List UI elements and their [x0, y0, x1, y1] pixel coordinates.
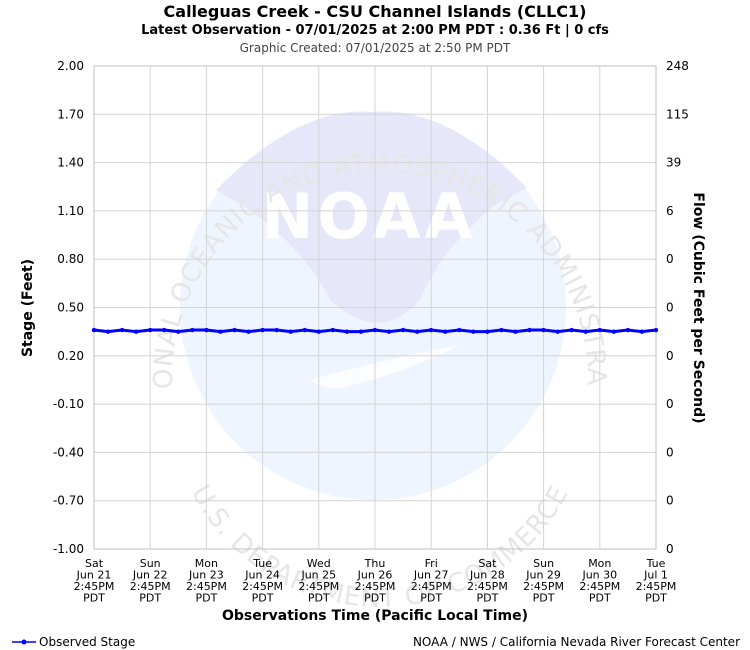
data-point — [162, 327, 167, 333]
y-tick-label: -0.70 — [53, 494, 84, 508]
y2-tick-label: 248 — [666, 59, 689, 73]
y-tick-label: 1.70 — [57, 107, 84, 121]
y2-tick-label: 0 — [666, 252, 674, 266]
series-layer — [91, 327, 659, 334]
y2-tick-label: 39 — [666, 156, 681, 170]
x-tick-label: Sun Jun 22 2:45PM PDT — [130, 557, 171, 605]
data-point — [302, 327, 307, 333]
grid-lines — [93, 65, 657, 550]
data-point — [148, 327, 153, 333]
x-axis-label: Observations Time (Pacific Local Time) — [222, 608, 528, 624]
y-axis-ticks: 2.00 1.70 1.40 1.10 0.80 0.50 0.20 -0.10 -0.40 -0… — [53, 59, 84, 556]
y2-tick-label: 0 — [666, 445, 674, 459]
data-point — [583, 329, 588, 334]
x-tick-label: Sun Jun 29 2:45PM PDT — [523, 557, 564, 605]
data-point — [218, 329, 223, 334]
y2-tick-label: 115 — [666, 107, 689, 121]
legend-label-observed-stage: Observed Stage — [39, 635, 135, 649]
watermark-noaa-text: NOAA — [262, 180, 477, 253]
data-point — [597, 327, 602, 333]
data-point — [471, 329, 476, 334]
data-point — [653, 327, 659, 333]
data-point — [372, 327, 378, 333]
y-tick-label: 2.00 — [57, 59, 84, 73]
y2-axis-ticks: 248 115 39 6 0 0 0 0 0 0 0 — [666, 59, 689, 556]
x-tick-label: Fri Jun 27 2:45PM PDT — [411, 557, 452, 605]
y-tick-label: -0.40 — [53, 445, 84, 459]
data-point — [611, 329, 617, 334]
data-point — [288, 329, 293, 334]
x-tick-label: Sat Jun 28 2:45PM PDT — [467, 557, 508, 605]
y2-tick-label: 0 — [666, 301, 674, 315]
data-point — [569, 327, 574, 333]
data-point — [358, 329, 364, 334]
y-tick-label: 0.50 — [57, 301, 84, 315]
data-point — [429, 327, 434, 333]
data-point — [443, 329, 448, 334]
data-point — [246, 329, 251, 334]
data-point — [274, 327, 279, 333]
y2-tick-label: 6 — [666, 204, 674, 218]
y-tick-label: 0.80 — [57, 252, 84, 266]
x-tick-label: Sat Jun 21 2:45PM PDT — [74, 557, 115, 605]
data-point — [316, 329, 321, 334]
y-tick-label: -1.00 — [53, 542, 84, 556]
data-point — [330, 327, 336, 333]
data-point — [485, 329, 490, 334]
data-point — [555, 329, 560, 334]
data-point — [232, 327, 237, 333]
y-tick-label: 0.20 — [57, 349, 84, 363]
data-point — [527, 327, 532, 333]
y2-axis-label: Flow (Cubic Feet per Second) — [690, 192, 706, 423]
data-point — [344, 329, 350, 334]
data-point — [639, 329, 645, 334]
data-point — [190, 327, 195, 333]
y2-tick-label: 0 — [666, 542, 674, 556]
y-tick-label: 1.10 — [57, 204, 84, 218]
x-tick-label: Mon Jun 23 2:45PM PDT — [186, 557, 227, 605]
data-point — [91, 327, 97, 333]
graphic-created: Graphic Created: 07/01/2025 at 2:50 PM P… — [240, 41, 511, 55]
data-point — [119, 327, 125, 333]
y2-tick-label: 0 — [666, 494, 674, 508]
y2-tick-label: 0 — [666, 397, 674, 411]
data-point — [176, 329, 181, 334]
chart-title: Calleguas Creek - CSU Channel Islands (C… — [164, 2, 587, 21]
x-axis-ticks: Sat Jun 21 2:45PM PDT Sun Jun 22 2:45PM PDT Mon J… — [74, 557, 677, 605]
data-point — [260, 327, 265, 333]
y-axis-label: Stage (Feet) — [20, 259, 36, 357]
chart-subtitle: Latest Observation - 07/01/2025 at 2:00 … — [141, 23, 609, 38]
data-point — [386, 329, 392, 334]
x-tick-label: Thu Jun 26 2:45PM PDT — [355, 557, 396, 605]
x-tick-label: Tue Jul 1 2:45PM PDT — [636, 557, 677, 605]
x-tick-label: Mon Jun 30 2:45PM PDT — [579, 557, 620, 605]
y-tick-label: 1.40 — [57, 156, 84, 170]
x-tick-label: Tue Jun 24 2:45PM PDT — [242, 557, 283, 605]
data-point — [133, 329, 139, 334]
data-point — [541, 327, 546, 333]
legend-swatch-marker — [21, 639, 27, 645]
data-point — [625, 327, 631, 333]
data-point — [499, 327, 504, 333]
data-point — [414, 329, 420, 334]
y2-tick-label: 0 — [666, 349, 674, 363]
y-tick-label: -0.10 — [53, 397, 84, 411]
data-point — [400, 327, 406, 333]
data-point — [513, 329, 518, 334]
data-point — [105, 329, 111, 334]
legend: Observed Stage — [12, 635, 135, 649]
watermark-bird — [216, 111, 527, 323]
x-tick-label: Wed Jun 25 2:45PM PDT — [298, 557, 339, 605]
footer-credit: NOAA / NWS / California Nevada River For… — [413, 635, 740, 649]
plot-frame — [93, 65, 657, 550]
data-point — [204, 327, 209, 333]
data-point — [457, 327, 462, 333]
